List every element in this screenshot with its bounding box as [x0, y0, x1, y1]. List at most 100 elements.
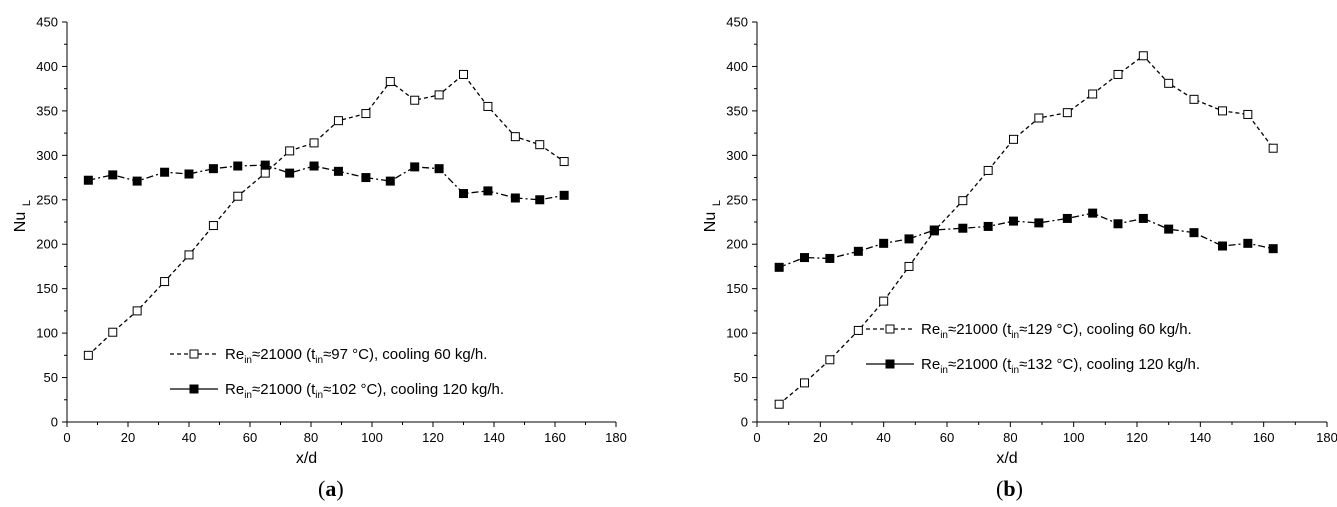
data-point-series-2 [958, 223, 968, 233]
series-line-2 [88, 164, 565, 201]
data-point-series-1 [309, 138, 319, 148]
data-point-series-2 [1164, 224, 1174, 234]
chart-panel-b: 0 20 40 60 80 100 120 140 160 180 0 50 100 150 200 250 3… [702, 15, 1337, 468]
y-tick-label: 400 [726, 59, 748, 74]
data-point-series-2 [559, 190, 569, 200]
y-tick-label: 400 [36, 59, 58, 74]
data-point-series-1 [1164, 78, 1174, 88]
data-point-series-2 [483, 186, 493, 196]
data-point-series-1 [385, 77, 395, 87]
y-tick-label: 150 [36, 281, 58, 296]
x-tick-label: 160 [544, 430, 566, 445]
data-point-series-2 [434, 164, 444, 174]
y-tick-label: 50 [44, 370, 58, 385]
x-tick-label: 20 [121, 430, 135, 445]
data-point-series-1 [208, 221, 218, 231]
data-point-series-2 [983, 221, 993, 231]
legend-label-2: Rein≈21000 (tin≈132 °C), cooling 120 kg/… [921, 356, 1200, 376]
data-point-series-1 [1243, 109, 1253, 119]
chart-panel-a: 0 20 40 60 80 100 120 140 160 180 0 50 100 150 200 250 3… [12, 15, 627, 468]
data-point-series-1 [510, 132, 520, 142]
data-point-series-2 [800, 253, 809, 263]
data-point-series-2 [1138, 213, 1148, 223]
x-tick-label: 180 [1316, 430, 1337, 445]
data-point-series-1 [333, 116, 343, 126]
data-point-series-2 [879, 238, 889, 248]
data-point-series-1 [1268, 143, 1278, 153]
data-point-series-1 [1009, 134, 1018, 144]
data-point-series-1 [108, 327, 118, 337]
panel-b-caption: (b) [996, 476, 1023, 501]
series-line-2 [778, 212, 1274, 268]
data-point-series-1 [535, 140, 545, 150]
data-point-series-2 [385, 176, 395, 186]
y-tick-label: 0 [51, 415, 58, 430]
x-tick-label: 120 [1126, 430, 1148, 445]
x-tick-label: 140 [1189, 430, 1211, 445]
data-point-series-2 [333, 166, 343, 176]
x-tick-label: 80 [1003, 430, 1017, 445]
y-tick-label: 350 [36, 103, 58, 118]
data-point-series-2 [904, 234, 914, 244]
data-point-series-2 [459, 189, 468, 199]
data-point-series-1 [1062, 108, 1072, 118]
y-tick-label: 300 [36, 148, 58, 163]
data-point-series-1 [160, 277, 170, 287]
data-point-series-2 [285, 168, 295, 178]
y-tick-label: 150 [726, 281, 748, 296]
x-tick-label: 20 [813, 430, 827, 445]
legend-label-1: Rein≈21000 (tin≈97 °C), cooling 60 kg/h. [225, 346, 487, 366]
data-point-series-1 [410, 95, 420, 105]
data-point-series-1 [1218, 106, 1227, 116]
y-tick-label: 200 [36, 237, 58, 252]
x-tick-label: 160 [1253, 430, 1275, 445]
data-point-series-2 [825, 253, 835, 263]
data-point-series-2 [1034, 218, 1044, 228]
data-point-series-2 [160, 167, 170, 177]
data-point-series-2 [510, 193, 520, 203]
x-tick-label: 100 [1063, 430, 1085, 445]
data-point-series-2 [208, 164, 218, 174]
data-point-series-2 [1189, 228, 1199, 238]
y-tick-label: 350 [726, 103, 748, 118]
x-tick-label: 0 [63, 430, 70, 445]
data-point-series-2 [361, 173, 371, 183]
data-point-series-2 [1218, 241, 1227, 251]
data-point-series-1 [904, 261, 914, 271]
legend-marker-1 [885, 324, 895, 334]
data-point-series-1 [459, 69, 468, 79]
data-point-series-2 [929, 225, 939, 235]
data-point-series-1 [184, 250, 194, 260]
x-axis-title: x/d [996, 450, 1017, 467]
panel-a-caption: (a) [318, 476, 344, 501]
y-axis-title: Nu [12, 212, 29, 232]
data-point-series-1 [361, 109, 371, 119]
data-point-series-2 [774, 262, 784, 272]
data-point-series-1 [1138, 51, 1148, 61]
data-point-series-1 [1189, 94, 1199, 104]
data-point-series-1 [825, 355, 835, 365]
legend-marker-2 [885, 359, 895, 369]
x-tick-label: 100 [361, 430, 383, 445]
data-point-series-1 [958, 196, 968, 206]
y-axis-title-group: Nu L [12, 200, 33, 232]
data-point-series-2 [1243, 238, 1253, 248]
data-point-series-1 [132, 306, 142, 316]
series-line-1 [87, 73, 565, 356]
data-point-series-1 [879, 296, 889, 306]
data-point-series-2 [853, 246, 863, 256]
data-point-series-2 [410, 162, 420, 172]
y-tick-label: 450 [36, 15, 58, 30]
data-point-series-2 [1062, 213, 1072, 223]
x-tick-label: 0 [753, 430, 760, 445]
data-point-series-2 [1009, 216, 1018, 226]
series-line-1 [778, 54, 1274, 405]
legend-label-2: Rein≈21000 (tin≈102 °C), cooling 120 kg/… [225, 381, 504, 401]
data-point-series-2 [132, 176, 142, 186]
y-tick-label: 100 [726, 326, 748, 341]
data-point-series-1 [1034, 113, 1044, 123]
y-tick-label: 250 [726, 192, 748, 207]
x-axis-title: x/d [296, 450, 317, 467]
data-point-series-2 [1113, 219, 1123, 229]
